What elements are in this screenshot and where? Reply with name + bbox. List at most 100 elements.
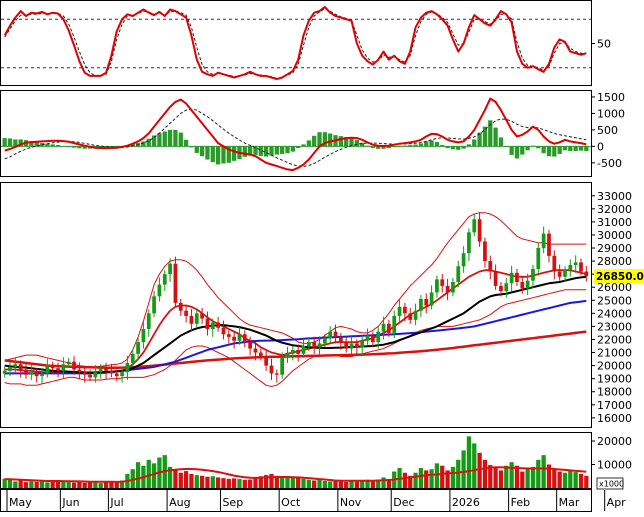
- candle-body: [109, 370, 114, 374]
- candle-body: [258, 352, 263, 357]
- macd-histogram-bar: [199, 146, 205, 157]
- candle-body: [547, 233, 551, 256]
- volume-bar: [109, 482, 114, 488]
- volume-bar: [312, 480, 317, 488]
- volume-bar: [7, 479, 13, 488]
- volume-bar: [34, 481, 39, 488]
- volume-bar: [530, 466, 536, 488]
- volume-bar: [429, 469, 434, 488]
- macd-histogram-bar: [370, 146, 376, 148]
- volume-bar: [280, 476, 285, 488]
- candle-body: [141, 329, 146, 343]
- volume-bar: [173, 469, 178, 488]
- volume-bar: [135, 462, 141, 488]
- candle-body: [82, 372, 87, 375]
- volume-bar: [55, 480, 61, 488]
- macd-tick-label: 0: [597, 140, 604, 153]
- macd-histogram-bar: [77, 146, 82, 149]
- price-tick-label: 21000: [597, 347, 632, 360]
- candle-body: [403, 306, 407, 314]
- candle-body: [253, 348, 258, 353]
- macd-histogram-bar: [7, 138, 13, 147]
- macd-histogram-bar: [162, 131, 167, 147]
- candle-body: [77, 369, 82, 373]
- volume-bar: [61, 481, 66, 488]
- volume-bar: [509, 462, 514, 488]
- volume-bar: [29, 481, 34, 488]
- volume-bar: [562, 472, 568, 488]
- macd-histogram-bar: [194, 146, 199, 153]
- candle-body: [136, 342, 140, 354]
- moving-average-blue: [4, 299, 587, 375]
- candle-body: [312, 342, 317, 348]
- volume-bar: [349, 481, 354, 488]
- macd-histogram-bar: [215, 146, 221, 165]
- volume-bar: [338, 480, 343, 488]
- volume-unit-frame: [596, 477, 624, 490]
- candle-body: [264, 356, 269, 366]
- candle-body: [376, 331, 381, 343]
- volume-bar: [493, 468, 498, 488]
- candle-body: [499, 285, 503, 292]
- volume-bar: [50, 481, 55, 488]
- candle-body: [322, 338, 327, 344]
- macd-tick-label: 1500: [597, 91, 625, 104]
- candle-body: [563, 270, 567, 277]
- volume-bar: [93, 482, 98, 488]
- macd-histogram-bar: [360, 142, 365, 147]
- candle-body: [114, 373, 119, 377]
- candle-body: [429, 292, 434, 306]
- volume-bar: [360, 480, 365, 488]
- candle-body: [130, 353, 135, 363]
- time-axis-label: Aug: [169, 496, 190, 509]
- macd-histogram-bar: [472, 139, 477, 147]
- candle-body: [93, 372, 98, 378]
- macd-histogram-bar: [477, 132, 482, 147]
- candle-body: [216, 322, 220, 328]
- candle-body: [120, 372, 124, 377]
- candle-body: [360, 340, 365, 348]
- volume-bar: [23, 482, 29, 488]
- candle-body: [98, 368, 103, 373]
- volume-bar: [210, 476, 215, 488]
- volume-bar: [301, 478, 306, 488]
- volume-bar: [450, 466, 456, 488]
- volume-bar: [215, 477, 221, 488]
- volume-bar: [482, 459, 488, 488]
- candle-body: [472, 219, 477, 233]
- candle-body: [317, 343, 322, 348]
- macd-histogram-bar: [71, 146, 77, 148]
- price-tick-label: 31000: [597, 216, 632, 229]
- candle-body: [419, 298, 423, 311]
- candle-body: [226, 334, 231, 337]
- time-axis-label: Oct: [281, 496, 301, 509]
- volume-bar: [440, 465, 445, 488]
- macd-histogram-bar: [141, 141, 146, 147]
- candle-body: [381, 323, 386, 332]
- candle-body: [451, 281, 455, 293]
- candle-body: [525, 280, 530, 289]
- candle-body: [333, 331, 338, 337]
- candle-body: [248, 342, 253, 349]
- macd-histogram-bar: [514, 146, 520, 159]
- candle-body: [477, 219, 482, 242]
- macd-histogram-bar: [151, 135, 157, 147]
- last-price-tag-bg: [594, 269, 644, 284]
- macd-histogram-bar: [578, 146, 584, 151]
- volume-bar: [66, 482, 71, 488]
- candle-body: [536, 248, 541, 269]
- macd-line: [4, 97, 587, 172]
- macd-histogram-bar: [2, 138, 7, 147]
- candle-body: [467, 232, 471, 254]
- macd-histogram-bar: [178, 132, 183, 147]
- price-tick-label: 26000: [597, 281, 632, 294]
- bollinger-middle-band: [4, 269, 587, 375]
- macd-histogram-bar: [317, 132, 322, 147]
- time-axis-label: 2026: [452, 496, 480, 509]
- macd-histogram-bar: [167, 129, 173, 147]
- volume-bar: [424, 470, 429, 488]
- price-tick-label: 25000: [597, 294, 632, 307]
- macd-histogram-bar: [173, 129, 178, 147]
- volume-bar: [568, 470, 573, 488]
